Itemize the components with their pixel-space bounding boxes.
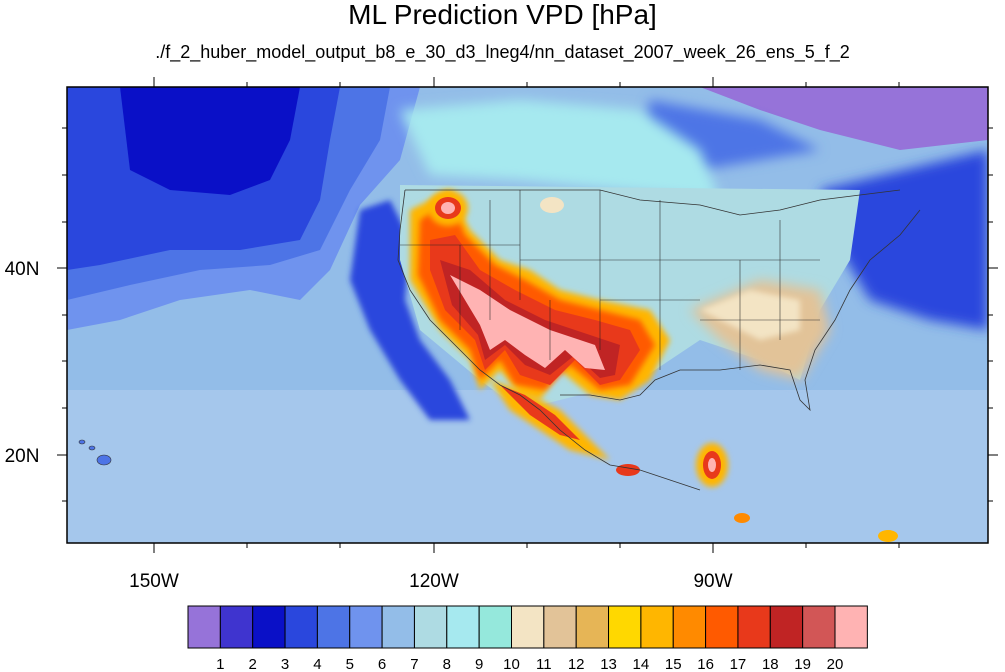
colorbar-label: 12 bbox=[568, 656, 585, 672]
colorbar-swatch bbox=[608, 605, 642, 649]
colorbar-label: 8 bbox=[443, 656, 451, 672]
colorbar-label: 9 bbox=[475, 656, 483, 672]
colorbar-swatch bbox=[511, 605, 545, 649]
colorbar-label: 10 bbox=[503, 656, 520, 672]
colorbar-swatch bbox=[446, 605, 480, 649]
colorbar-swatch bbox=[284, 605, 318, 649]
colorbar-swatch bbox=[187, 605, 221, 649]
colorbar-swatch bbox=[543, 605, 577, 649]
colorbar-swatch bbox=[769, 605, 804, 649]
colorbar-label: 19 bbox=[794, 656, 811, 672]
colorbar-label: 5 bbox=[346, 656, 354, 672]
colorbar-swatch bbox=[737, 605, 771, 649]
colorbar-label: 7 bbox=[410, 656, 418, 672]
vpd-field bbox=[67, 87, 988, 543]
map-title: ML Prediction VPD [hPa] bbox=[348, 0, 657, 30]
hawaii-islands bbox=[78, 439, 112, 466]
colorbar-label: 1 bbox=[216, 656, 224, 672]
colorbar-label: 6 bbox=[378, 656, 386, 672]
colorbar bbox=[187, 605, 868, 649]
colorbar-swatch bbox=[478, 605, 512, 649]
y-tick-label: 20N bbox=[5, 446, 40, 467]
colorbar-label: 13 bbox=[600, 656, 617, 672]
colorbar-swatch bbox=[381, 605, 415, 649]
x-tick-label: 150W bbox=[129, 571, 179, 592]
colorbar-label: 20 bbox=[827, 656, 844, 672]
colorbar-swatch bbox=[413, 605, 448, 649]
x-tick-label: 120W bbox=[409, 571, 459, 592]
x-tick-label: 90W bbox=[693, 571, 732, 592]
colorbar-swatch bbox=[640, 605, 674, 649]
colorbar-swatch bbox=[672, 605, 707, 649]
colorbar-label: 17 bbox=[730, 656, 747, 672]
colorbar-label: 2 bbox=[249, 656, 257, 672]
colorbar-swatch bbox=[575, 605, 610, 649]
colorbar-swatch bbox=[316, 605, 351, 649]
colorbar-swatch bbox=[705, 605, 739, 649]
colorbar-label: 18 bbox=[762, 656, 779, 672]
map-subtitle: ./f_2_huber_model_output_b8_e_30_d3_lneg… bbox=[155, 42, 850, 62]
colorbar-swatch bbox=[802, 605, 836, 649]
colorbar-swatch bbox=[252, 605, 286, 649]
y-tick-label: 40N bbox=[5, 259, 40, 280]
colorbar-swatch bbox=[834, 605, 868, 649]
colorbar-labels: 1 2 3 4 5 6 7 8 9 10 11 12 13 14 15 16 17 18 19 20 bbox=[216, 656, 843, 672]
colorbar-swatch bbox=[219, 605, 254, 649]
coastlines bbox=[397, 189, 921, 491]
colorbar-label: 15 bbox=[665, 656, 682, 672]
colorbar-label: 14 bbox=[633, 656, 650, 672]
colorbar-label: 3 bbox=[281, 656, 289, 672]
axis-ticks bbox=[57, 77, 998, 553]
state-borders bbox=[400, 190, 820, 370]
colorbar-label: 4 bbox=[313, 656, 321, 672]
colorbar-label: 11 bbox=[536, 656, 552, 672]
colorbar-swatch bbox=[349, 605, 383, 649]
colorbar-label: 16 bbox=[697, 656, 714, 672]
